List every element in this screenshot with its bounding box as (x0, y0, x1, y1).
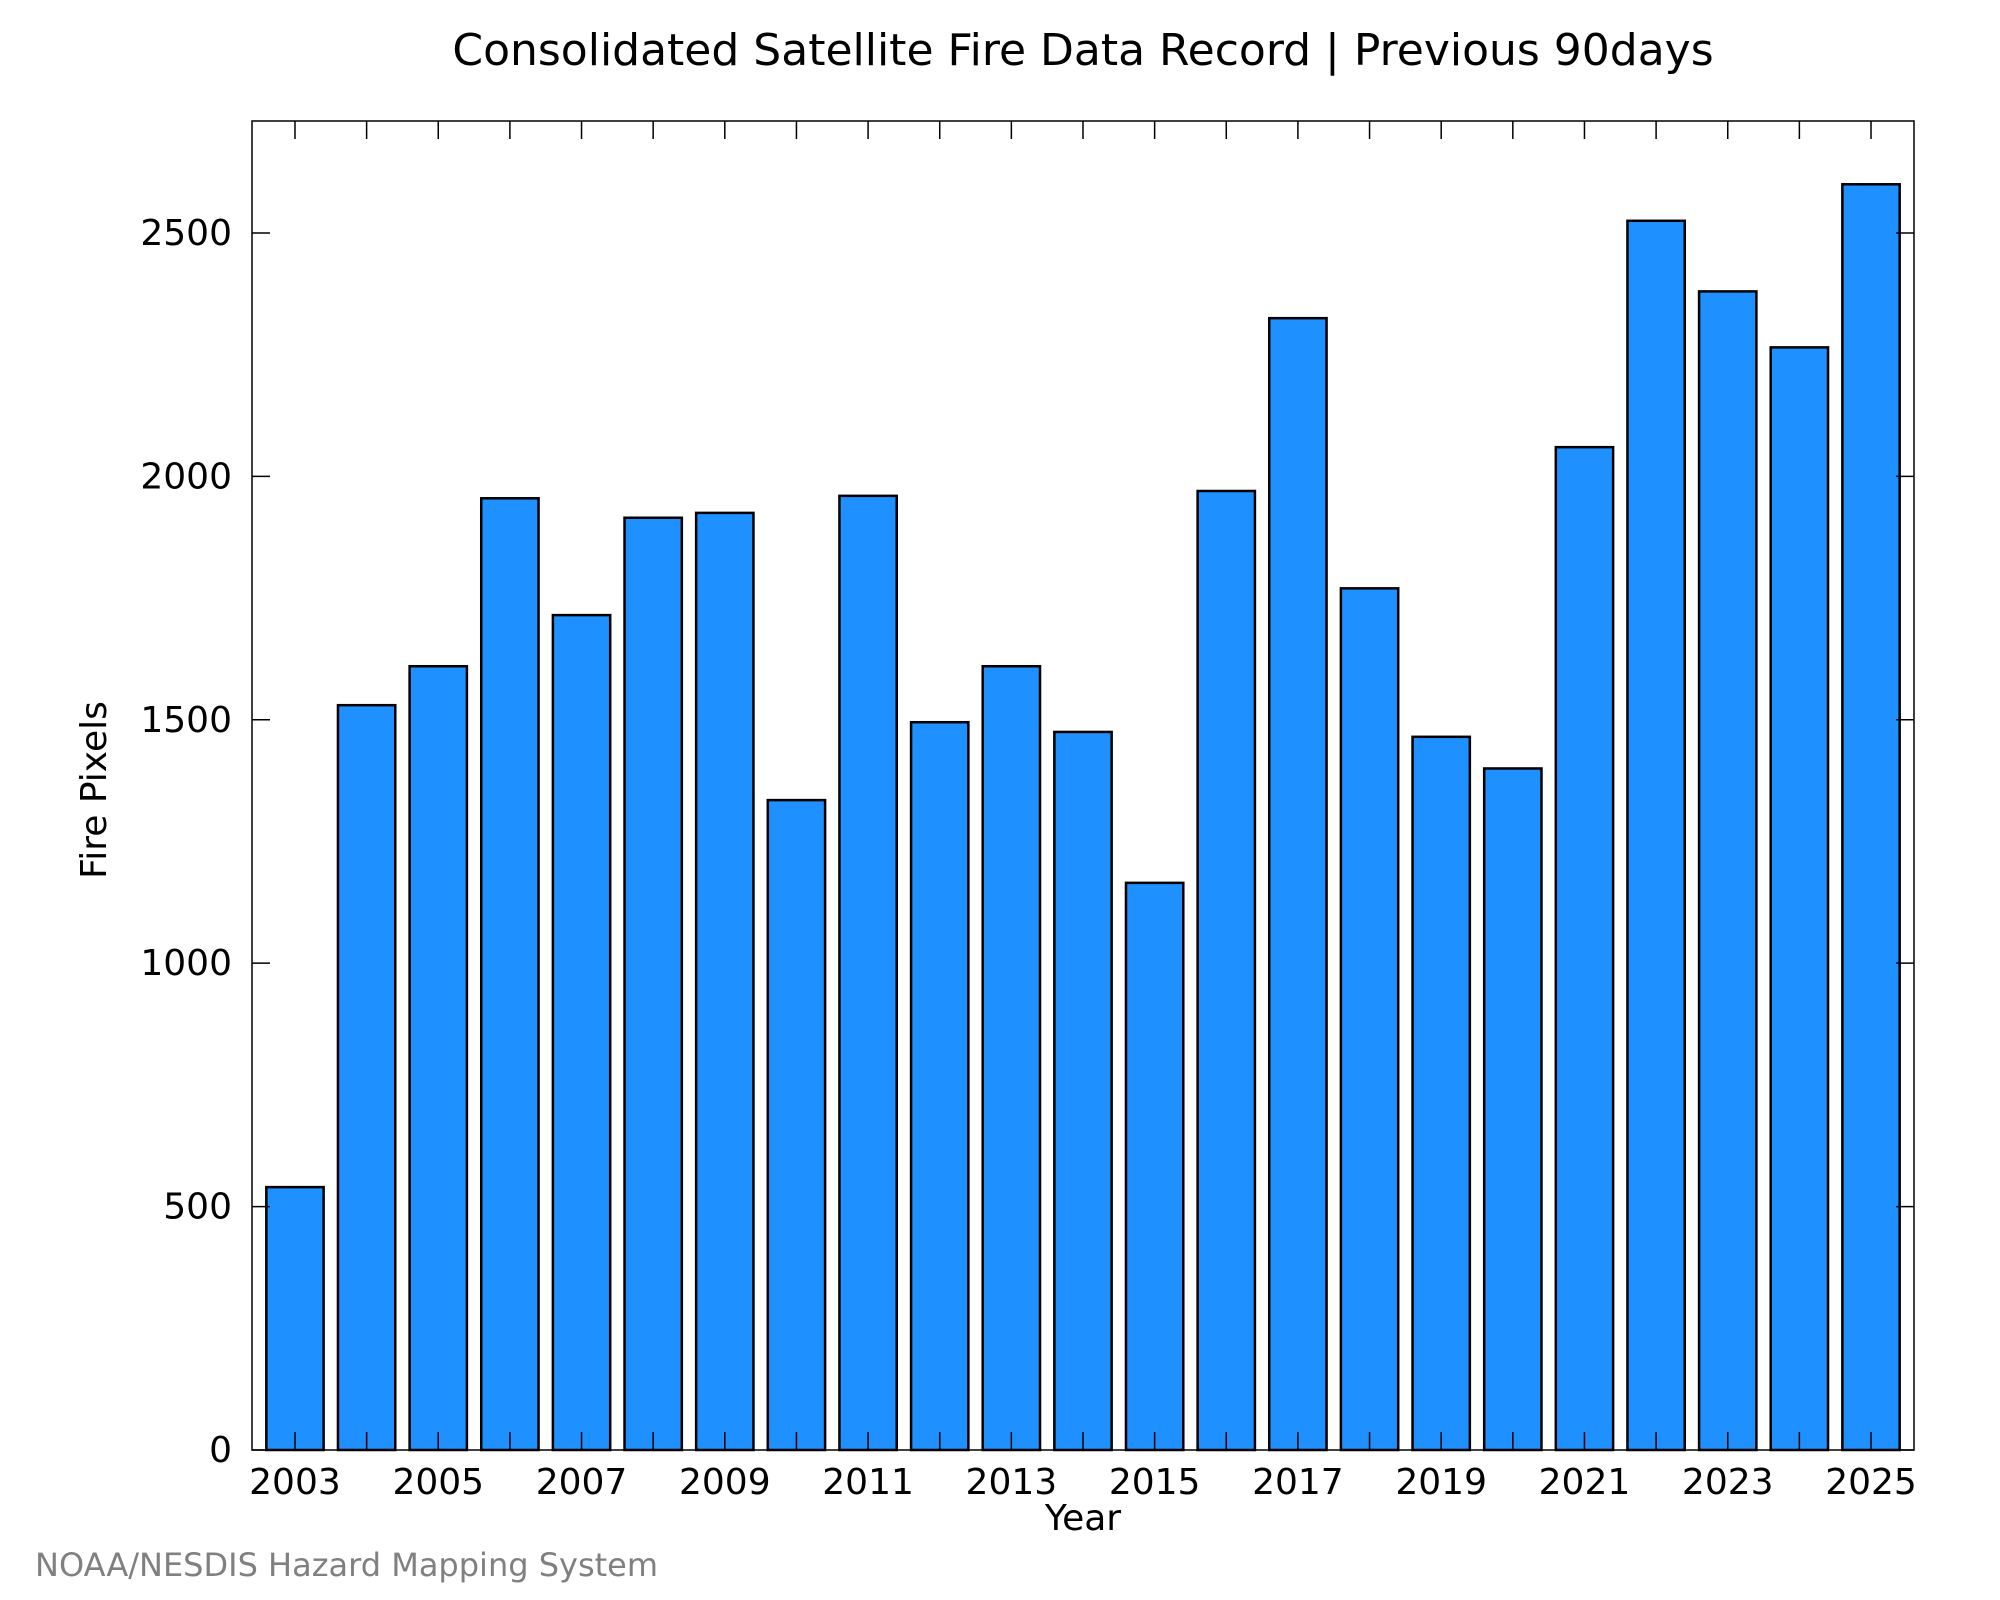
x-tick-label-2023: 2023 (1682, 1462, 1774, 1503)
bar-2012 (909, 720, 970, 1452)
bar-2006 (479, 497, 540, 1452)
chart-title: Consolidated Satellite Fire Data Record … (452, 25, 1713, 76)
x-tick-label-2011: 2011 (822, 1462, 914, 1503)
y-tick-label-2000: 2000 (140, 456, 232, 497)
y-axis-title: Fire Pixels (74, 701, 115, 879)
bar-2018 (1339, 587, 1400, 1452)
bar-2003 (265, 1185, 325, 1452)
bar-2007 (551, 613, 612, 1452)
x-tick-label-2015: 2015 (1109, 1462, 1201, 1503)
y-tick-label-1500: 1500 (140, 700, 232, 741)
bar-2004 (336, 703, 397, 1452)
bar-2005 (408, 664, 469, 1452)
bars-layer (265, 183, 1901, 1452)
y-tick-label-0: 0 (209, 1430, 232, 1471)
bar-2008 (623, 516, 684, 1452)
source-note: NOAA/NESDIS Hazard Mapping System (35, 1546, 658, 1584)
bar-2016 (1196, 489, 1257, 1452)
x-tick-label-2005: 2005 (392, 1462, 484, 1503)
x-tick-label-2007: 2007 (536, 1462, 628, 1503)
bar-2010 (766, 798, 827, 1452)
y-tick-label-500: 500 (163, 1187, 232, 1228)
bar-2023 (1697, 290, 1758, 1452)
bar-2025 (1841, 183, 1901, 1452)
bar-2009 (694, 511, 755, 1452)
bar-2020 (1482, 767, 1543, 1452)
x-tick-label-2021: 2021 (1539, 1462, 1631, 1503)
bar-2011 (838, 494, 898, 1452)
bar-2015 (1124, 881, 1185, 1452)
y-tick-label-2500: 2500 (140, 213, 232, 254)
x-tick-label-2013: 2013 (966, 1462, 1058, 1503)
bar-2024 (1769, 346, 1830, 1452)
bar-2022 (1626, 219, 1687, 1452)
bar-2014 (1053, 730, 1113, 1452)
x-tick-label-2019: 2019 (1395, 1462, 1487, 1503)
ticks-layer: 0 500 1000 1500 2000 2500 2003 2005 2007 2009 2011… (140, 121, 1917, 1503)
x-tick-label-2003: 2003 (249, 1462, 341, 1503)
bar-2019 (1411, 735, 1472, 1452)
bar-2017 (1268, 316, 1328, 1452)
x-axis-title: Year (1044, 1498, 1121, 1539)
y-tick-label-1000: 1000 (140, 943, 232, 984)
bar-2013 (981, 664, 1042, 1452)
bar-2021 (1554, 445, 1615, 1452)
x-tick-label-2017: 2017 (1252, 1462, 1344, 1503)
x-tick-label-2009: 2009 (679, 1462, 771, 1503)
x-tick-label-2025: 2025 (1825, 1462, 1917, 1503)
